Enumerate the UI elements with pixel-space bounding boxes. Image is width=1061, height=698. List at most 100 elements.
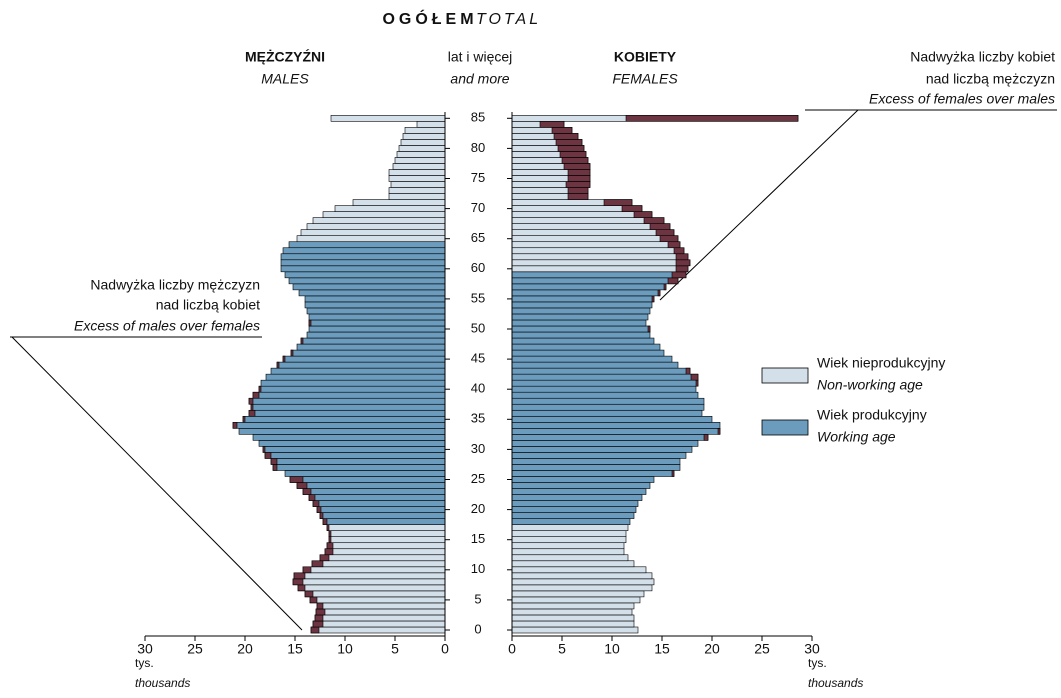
excess-bar: [561, 157, 589, 164]
age-tick-label: 30: [471, 441, 485, 456]
age-tick-label: 40: [471, 381, 485, 396]
female-bar: [511, 385, 697, 393]
annotation-line: [659, 109, 859, 301]
annotation-line: [11, 336, 303, 631]
male-bar: [282, 355, 446, 363]
male-bar: [297, 584, 446, 592]
excess-bar: [717, 428, 721, 435]
excess-bar: [563, 163, 591, 170]
male-bar: [312, 500, 446, 507]
excess-bar: [655, 229, 675, 236]
excess-bar: [315, 608, 326, 616]
male-bar: [302, 566, 446, 574]
excess-bar: [322, 518, 328, 525]
male-bar: [276, 361, 446, 369]
male-bar: [416, 121, 446, 128]
excess-bar: [673, 247, 685, 255]
female-bar: [511, 337, 655, 345]
male-bar: [289, 476, 446, 483]
age-tick-label: 45: [471, 351, 485, 366]
male-bar: [258, 385, 446, 393]
female-bar: [511, 283, 667, 291]
male-bar: [293, 572, 446, 580]
age-tick-label: 10: [471, 561, 485, 576]
male-bar: [304, 590, 446, 598]
annotation: Excess of females over males: [869, 91, 1055, 107]
female-bar: [511, 217, 665, 224]
female-bar: [511, 271, 687, 279]
excess-bar: [297, 584, 306, 592]
excess-bar: [675, 253, 689, 261]
male-bar: [242, 415, 446, 423]
male-bar: [296, 343, 446, 351]
male-bar: [319, 554, 446, 562]
female-bar: [511, 409, 703, 417]
excess-bar: [293, 572, 306, 580]
female-bar: [511, 355, 673, 363]
male-bar: [262, 446, 446, 453]
female-bar: [511, 379, 699, 387]
male-bar: [284, 470, 446, 477]
excess-bar: [289, 476, 304, 483]
excess-bar: [663, 283, 667, 291]
male-bar: [296, 235, 446, 242]
excess-bar: [312, 500, 320, 507]
male-bar: [280, 259, 446, 267]
excess-bar: [242, 415, 246, 423]
male-bar: [402, 133, 446, 140]
excess-bar: [309, 596, 318, 604]
x-tick-label: 25: [754, 641, 770, 657]
female-bar: [511, 241, 681, 249]
annotation: Excess of males over females: [74, 318, 260, 334]
excess-bar: [292, 578, 304, 586]
excess-bar: [308, 319, 312, 327]
male-bar: [282, 247, 446, 255]
legend-swatch: [761, 367, 809, 384]
female-bar: [511, 403, 705, 411]
excess-bar: [310, 626, 320, 634]
male-bar: [272, 464, 446, 471]
excess-bar: [270, 458, 278, 465]
male-bar: [400, 139, 446, 146]
excess-bar: [539, 121, 565, 128]
unit-label: tys.: [808, 656, 827, 670]
excess-bar: [311, 560, 324, 568]
x-tick-label: 15: [654, 641, 670, 657]
female-bar: [511, 397, 705, 405]
female-bar: [511, 536, 627, 544]
excess-bar: [647, 325, 651, 333]
female-bar: [511, 488, 647, 495]
age-tick-label: 60: [471, 260, 485, 275]
male-bar: [248, 397, 446, 405]
male-bar: [319, 512, 446, 519]
female-bar: [511, 584, 653, 592]
female-bar: [511, 464, 681, 471]
male-bar: [324, 548, 446, 556]
male-bar: [398, 145, 446, 152]
annotation: Nadwyżka liczby kobiet: [910, 49, 1055, 65]
excess-bar: [276, 361, 280, 369]
age-label: lat i więcej: [448, 49, 513, 65]
male-bar: [315, 608, 446, 616]
legend-swatch: [761, 419, 809, 436]
age-tick-label: 65: [471, 230, 485, 245]
age-tick-label: 35: [471, 411, 485, 426]
female-bar: [511, 235, 679, 242]
excess-bar: [695, 379, 699, 387]
female-bar: [511, 259, 691, 267]
x-tick-label: 0: [441, 641, 449, 657]
male-bar: [300, 337, 446, 345]
male-bar: [296, 482, 446, 489]
male-bar: [232, 422, 446, 429]
female-bar: [511, 391, 699, 399]
female-bar: [511, 422, 721, 429]
male-bar: [328, 536, 446, 544]
male-bar: [302, 488, 446, 495]
male-bar: [248, 409, 446, 417]
females-label: KOBIETY: [614, 49, 677, 65]
female-bar: [511, 307, 651, 315]
females-label-en: FEMALES: [612, 71, 678, 87]
male-bar: [390, 181, 446, 188]
excess-bar: [316, 602, 324, 610]
excess-bar: [326, 542, 334, 550]
